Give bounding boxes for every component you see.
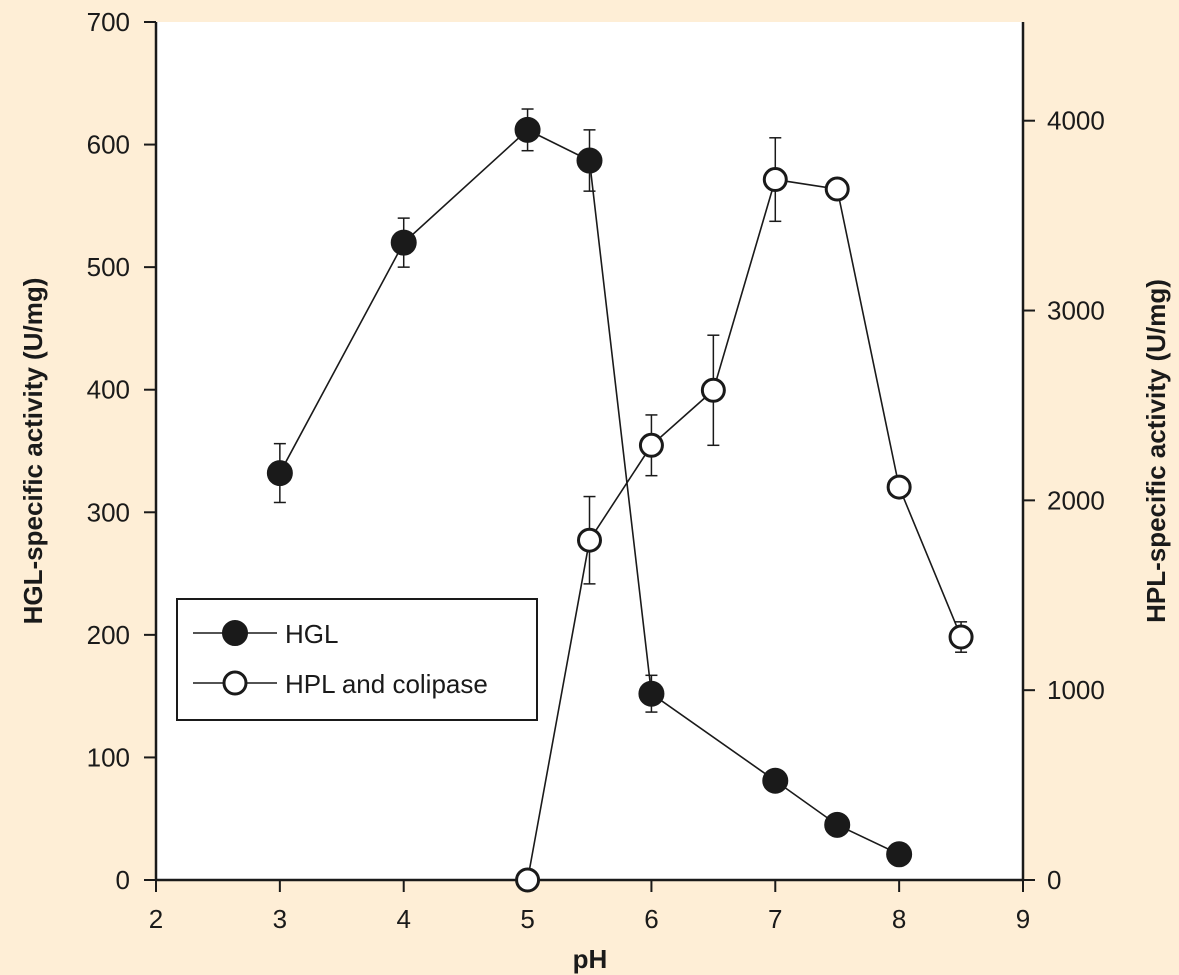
y-right-tick-label: 4000 (1047, 106, 1105, 136)
y-right-tick-label: 2000 (1047, 485, 1105, 515)
x-tick-label: 5 (520, 904, 534, 934)
x-tick-label: 4 (396, 904, 410, 934)
data-point-hgl (824, 811, 851, 838)
x-axis-title: pH (573, 944, 608, 974)
y-axis-left-title: HGL-specific activity (U/mg) (18, 278, 48, 625)
data-point-hgl (886, 841, 913, 868)
data-point-hgl (638, 680, 665, 707)
data-point-hgl (514, 116, 541, 143)
y-left-tick-label: 0 (116, 865, 130, 895)
legend-marker-hgl (222, 620, 248, 646)
x-tick-label: 9 (1016, 904, 1030, 934)
legend-label-hgl: HGL (285, 619, 338, 649)
y-left-tick-label: 400 (87, 375, 130, 405)
y-left-tick-label: 200 (87, 620, 130, 650)
data-point-hpl (886, 474, 912, 500)
x-tick-label: 6 (644, 904, 658, 934)
data-point-hgl (266, 460, 293, 487)
data-point-hpl (515, 867, 541, 893)
series-line-hpl (526, 178, 962, 881)
y-left-tick-label: 500 (87, 252, 130, 282)
data-point-hgl (390, 229, 417, 256)
data-point-hpl (762, 167, 788, 193)
data-point-hpl (638, 432, 664, 458)
y-left-tick-label: 300 (87, 497, 130, 527)
data-point-hgl (576, 147, 603, 174)
axes: 2 3 4 5 6 7 8 901002003004005006007000100020003… (87, 7, 1105, 934)
x-tick-label: 7 (768, 904, 782, 934)
y-right-tick-label: 1000 (1047, 675, 1105, 705)
x-tick-label: 3 (273, 904, 287, 934)
y-right-tick-label: 0 (1047, 865, 1061, 895)
y-left-tick-label: 600 (87, 130, 130, 160)
data-point-hpl (824, 176, 850, 202)
x-tick-label: 2 (149, 904, 163, 934)
data-point-hgl (762, 767, 789, 794)
data-point-hpl (948, 624, 974, 650)
x-tick-label: 8 (892, 904, 906, 934)
legend-box (176, 598, 538, 721)
legend-label-hpl: HPL and colipase (285, 669, 488, 699)
data-point-hpl (577, 527, 602, 553)
y-right-tick-label: 3000 (1047, 296, 1105, 326)
y-left-tick-label: 700 (87, 7, 130, 37)
legend: HGL HPL and colipase (176, 598, 538, 721)
legend-marker-hpl (222, 670, 248, 696)
y-left-tick-label: 100 (87, 742, 130, 772)
marks (266, 108, 974, 893)
y-axis-right-title: HPL-specific activity (U/mg) (1141, 279, 1171, 623)
data-point-hpl (700, 377, 726, 403)
